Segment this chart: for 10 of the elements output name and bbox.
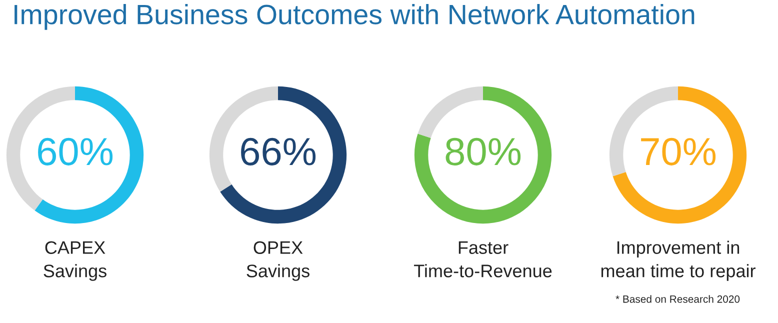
text: Improved Business Outcomes with Network Automation: [14, 4, 694, 30]
text: OPEX Savings: [246, 241, 310, 281]
data-label: 70%: [641, 138, 716, 166]
data-label: 60%: [38, 138, 113, 166]
data-label: 80%: [446, 138, 521, 166]
text: * Based on Research 2020: [616, 295, 740, 303]
text: CAPEX Savings: [44, 241, 106, 281]
text: Faster Time-to-Revenue: [414, 241, 552, 278]
data-label: 66%: [241, 138, 316, 166]
text: Improvement in mean time to repair: [601, 240, 756, 281]
